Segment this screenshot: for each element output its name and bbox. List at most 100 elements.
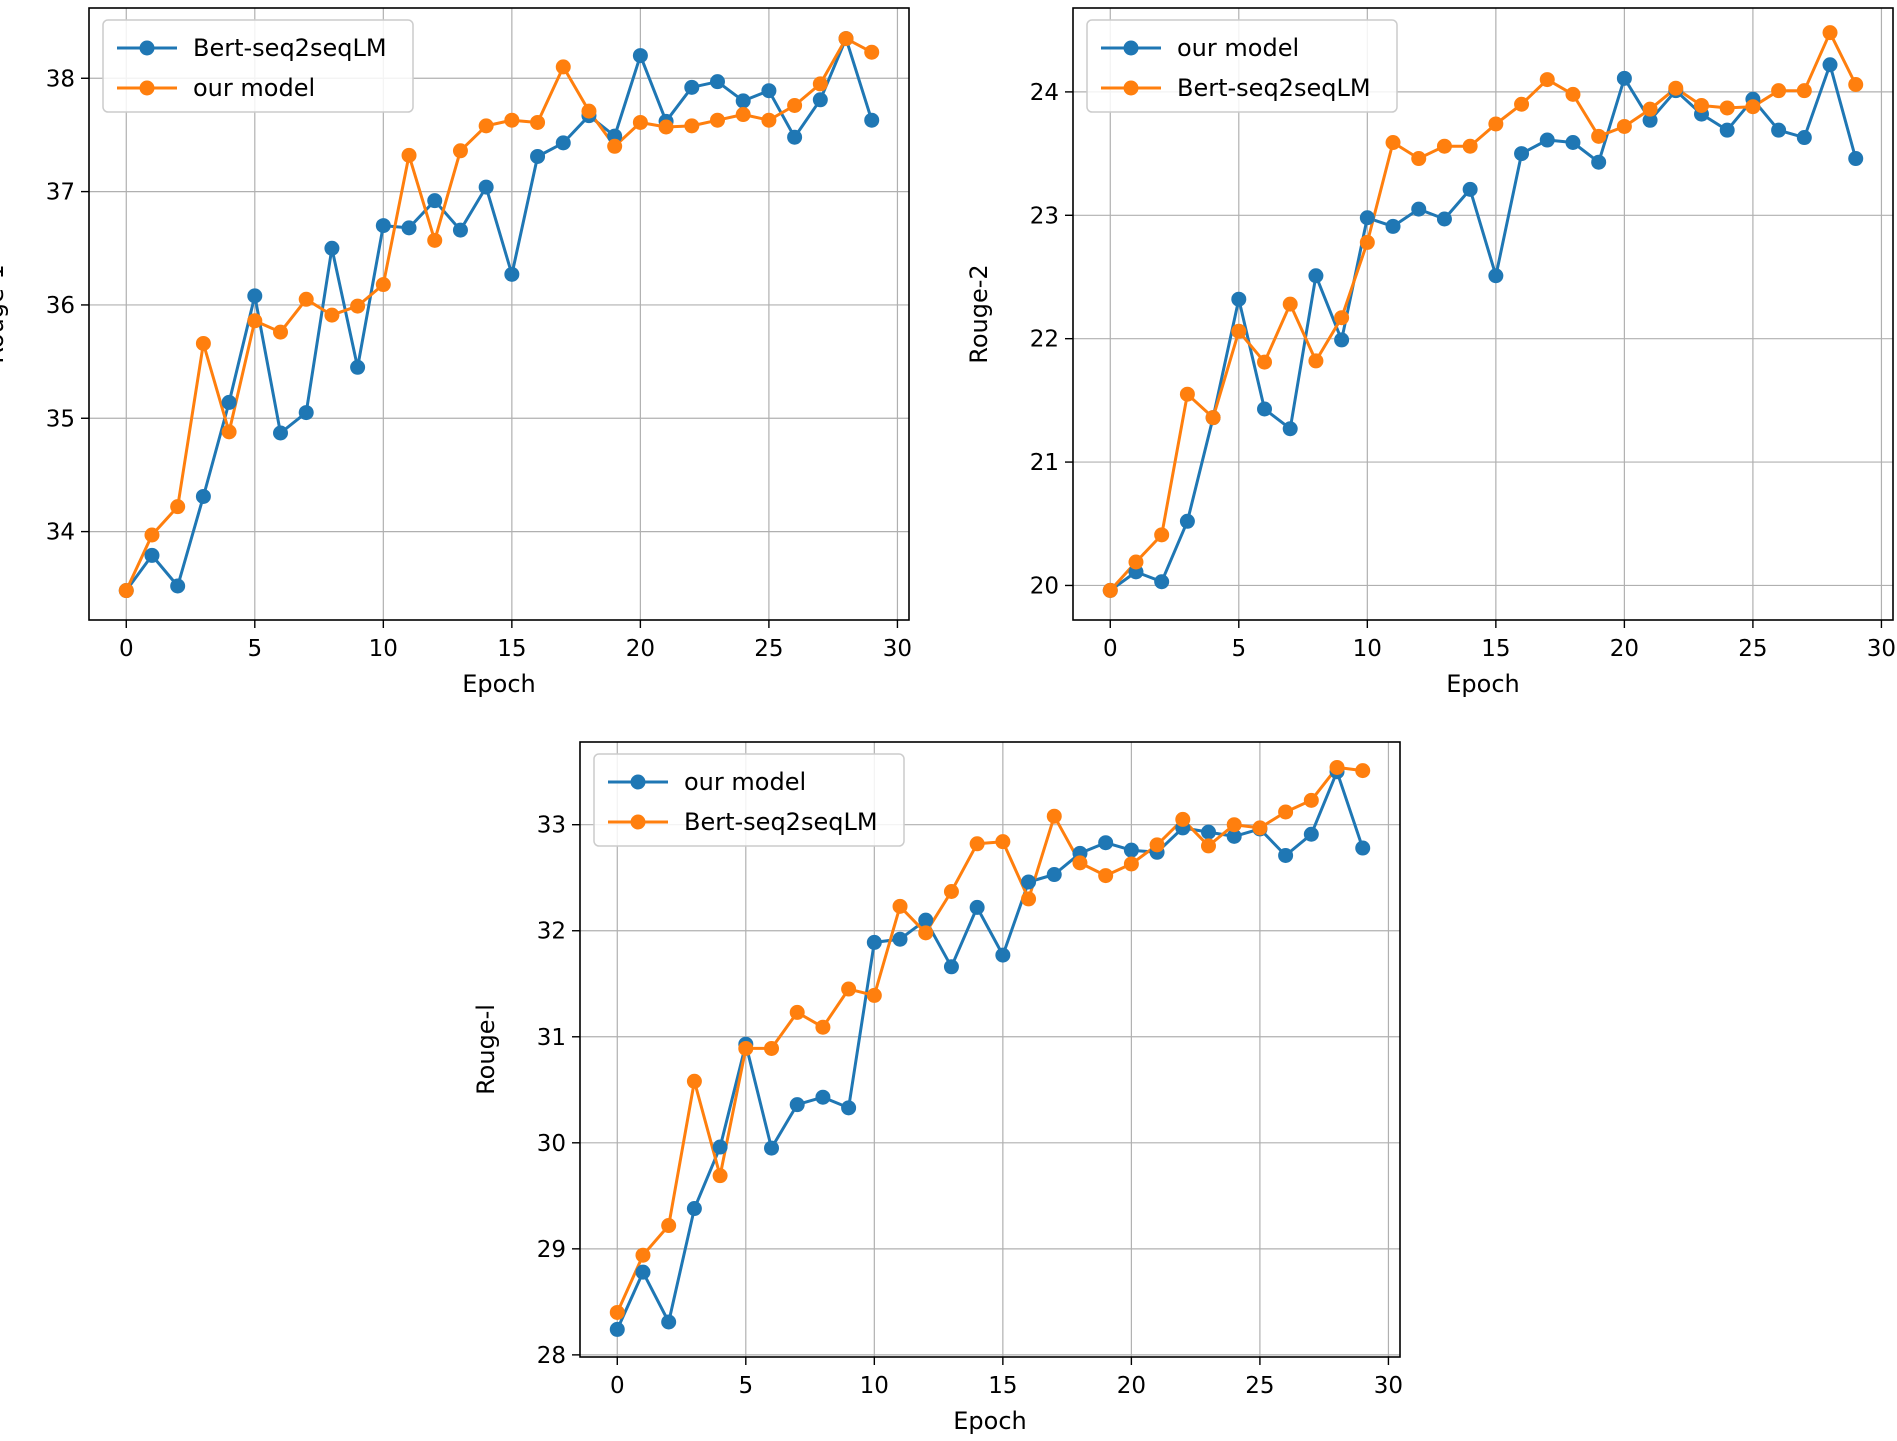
data-point bbox=[609, 1304, 625, 1320]
data-point bbox=[709, 74, 725, 90]
data-point bbox=[943, 884, 959, 900]
data-point bbox=[1098, 835, 1114, 851]
y-tick-label: 34 bbox=[46, 520, 75, 546]
legend: our model Bert-seq2seqLM bbox=[1086, 19, 1398, 113]
data-point bbox=[401, 220, 417, 236]
data-point bbox=[1231, 291, 1247, 307]
data-point bbox=[635, 1264, 651, 1280]
x-tick-label: 15 bbox=[1481, 636, 1510, 662]
data-point bbox=[324, 307, 340, 323]
y-tick-label: 37 bbox=[46, 180, 75, 206]
legend-label: our model bbox=[1177, 34, 1299, 62]
data-point bbox=[504, 112, 520, 128]
data-point bbox=[969, 899, 985, 915]
data-point bbox=[1282, 421, 1298, 437]
x-tick-label: 20 bbox=[626, 636, 655, 662]
y-tick-label: 20 bbox=[1030, 573, 1059, 599]
x-tick-label: 25 bbox=[754, 636, 783, 662]
data-point bbox=[1385, 218, 1401, 234]
data-point bbox=[1231, 323, 1247, 339]
data-point bbox=[684, 118, 700, 134]
data-point bbox=[1355, 763, 1371, 779]
data-point bbox=[273, 324, 289, 340]
data-point bbox=[661, 1218, 677, 1234]
data-point bbox=[918, 925, 934, 941]
data-point bbox=[1308, 353, 1324, 369]
data-point bbox=[1205, 410, 1221, 426]
x-axis-label: Epoch bbox=[953, 1407, 1027, 1435]
data-point bbox=[1771, 83, 1787, 99]
data-point bbox=[712, 1139, 728, 1155]
data-point bbox=[787, 97, 803, 113]
rouge-1-chart: 0 5 10 15 20 25 30 34 35 36 37 38 Epoch Rouge-1 Bert-s… bbox=[0, 7, 912, 698]
data-point bbox=[686, 1201, 702, 1217]
x-tick-label: 10 bbox=[860, 1373, 889, 1399]
data-point bbox=[1226, 828, 1242, 844]
data-point bbox=[1642, 101, 1658, 117]
data-point bbox=[684, 79, 700, 95]
axes-frame bbox=[1072, 7, 1894, 621]
data-point bbox=[1565, 86, 1581, 102]
data-point bbox=[247, 313, 263, 329]
x-tick-label: 25 bbox=[1245, 1373, 1274, 1399]
x-axis-label: Epoch bbox=[462, 670, 536, 698]
data-point bbox=[1488, 268, 1504, 284]
data-point bbox=[1616, 70, 1632, 86]
data-point bbox=[1149, 837, 1165, 853]
data-point bbox=[555, 59, 571, 75]
data-point bbox=[1462, 138, 1478, 154]
data-point bbox=[866, 934, 882, 950]
x-tick-label: 20 bbox=[1117, 1373, 1146, 1399]
data-point bbox=[686, 1073, 702, 1089]
x-tick-label: 10 bbox=[369, 636, 398, 662]
data-point bbox=[764, 1040, 780, 1056]
data-point bbox=[1411, 201, 1427, 217]
data-point bbox=[1303, 792, 1319, 808]
data-point bbox=[530, 114, 546, 130]
legend-marker bbox=[1123, 80, 1139, 96]
data-point bbox=[866, 987, 882, 1003]
data-point bbox=[838, 31, 854, 47]
x-tick-label: 25 bbox=[1738, 636, 1767, 662]
data-point bbox=[1385, 134, 1401, 150]
data-point bbox=[427, 232, 443, 248]
data-point bbox=[427, 193, 443, 209]
data-point bbox=[1257, 354, 1273, 370]
legend: our model Bert-seq2seqLM bbox=[593, 753, 905, 847]
data-point bbox=[1488, 116, 1504, 132]
x-axis-label: Epoch bbox=[1446, 670, 1520, 698]
legend-label: our model bbox=[193, 74, 315, 102]
data-point bbox=[841, 1100, 857, 1116]
data-point bbox=[401, 147, 417, 163]
x-tick-label: 0 bbox=[119, 636, 134, 662]
axes-frame bbox=[88, 7, 910, 621]
data-point bbox=[712, 1168, 728, 1184]
data-point bbox=[661, 1314, 677, 1330]
data-point bbox=[195, 335, 211, 351]
data-point bbox=[1021, 874, 1037, 890]
data-point bbox=[1278, 847, 1294, 863]
data-point bbox=[1848, 151, 1864, 167]
data-point bbox=[812, 76, 828, 92]
x-tick-label: 0 bbox=[610, 1373, 625, 1399]
data-point bbox=[1257, 401, 1273, 417]
y-tick-label: 30 bbox=[537, 1131, 566, 1157]
x-tick-label: 5 bbox=[738, 1373, 753, 1399]
legend-marker bbox=[139, 80, 155, 96]
data-point bbox=[841, 981, 857, 997]
data-point bbox=[738, 1040, 754, 1056]
data-point bbox=[247, 288, 263, 304]
x-tick-label: 30 bbox=[1867, 636, 1896, 662]
legend-marker bbox=[630, 814, 646, 830]
data-point bbox=[1539, 132, 1555, 148]
y-tick-label: 28 bbox=[537, 1343, 566, 1369]
data-point bbox=[1745, 99, 1761, 115]
data-point bbox=[1796, 83, 1812, 99]
data-point bbox=[635, 1247, 651, 1263]
x-tick-label: 0 bbox=[1103, 636, 1118, 662]
data-point bbox=[1128, 554, 1144, 570]
legend-box bbox=[593, 753, 905, 847]
y-tick-label: 24 bbox=[1030, 80, 1059, 106]
data-point bbox=[1308, 268, 1324, 284]
data-point bbox=[1668, 80, 1684, 96]
